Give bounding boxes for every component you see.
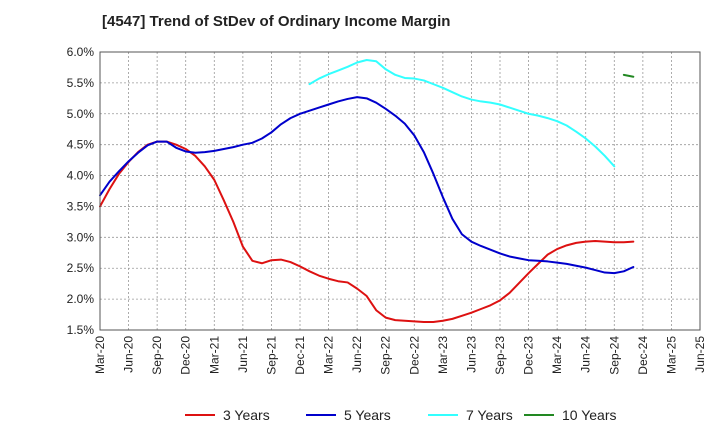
series-line	[99, 96, 635, 275]
x-tick-label: Sep-20	[150, 336, 164, 375]
x-tick-label: Jun-22	[350, 336, 364, 373]
legend-label: 3 Years	[223, 407, 270, 423]
legend-label: 5 Years	[344, 407, 391, 423]
y-tick-label: 2.5%	[67, 261, 95, 275]
x-tick-label: Dec-22	[407, 336, 421, 375]
x-tick-label: Jun-24	[579, 336, 593, 373]
y-axis-tick-labels: 6.0% 5.5% 5.0% 4.5% 4.0% 3.5% 3.0% 2.5% 2.0% 1.5%	[67, 45, 95, 337]
y-tick-label: 3.5%	[67, 199, 95, 213]
x-tick-label: Sep-22	[379, 336, 393, 375]
x-axis-tick-labels: Mar-20 Jun-20 Sep-20 Dec-20 Mar-21 Jun-21 Sep-…	[93, 336, 707, 375]
x-tick-label: Sep-21	[264, 336, 278, 375]
legend-label: 7 Years	[466, 407, 513, 423]
y-tick-label: 4.0%	[67, 169, 95, 183]
x-tick-label: Dec-20	[179, 336, 193, 375]
x-tick-label: Jun-25	[693, 336, 707, 373]
x-tick-label: Mar-21	[207, 336, 221, 374]
x-tick-label: Dec-23	[522, 336, 536, 375]
series-line	[308, 59, 616, 168]
x-tick-label: Sep-24	[607, 336, 621, 375]
x-tick-label: Dec-24	[636, 336, 650, 375]
legend: 3 Years 5 Years 7 Years 10 Years	[185, 407, 617, 423]
x-tick-label: Mar-25	[664, 336, 678, 374]
chart-title: [4547] Trend of StDev of Ordinary Income…	[102, 13, 451, 30]
x-tick-label: Jun-20	[122, 336, 136, 373]
series-layer	[99, 59, 635, 323]
x-tick-label: Mar-23	[436, 336, 450, 374]
series-line	[99, 140, 635, 323]
x-tick-label: Mar-24	[550, 336, 564, 374]
x-tick-label: Jun-21	[236, 336, 250, 373]
grid-layer	[100, 52, 700, 330]
y-tick-label: 2.0%	[67, 292, 95, 306]
y-tick-label: 3.0%	[67, 230, 95, 244]
series-line	[622, 73, 635, 78]
y-tick-label: 4.5%	[67, 138, 95, 152]
plot-frame	[99, 51, 701, 331]
y-tick-label: 1.5%	[67, 323, 95, 337]
x-tick-label: Sep-23	[493, 336, 507, 375]
x-tick-label: Jun-23	[464, 336, 478, 373]
x-tick-label: Mar-20	[93, 336, 107, 374]
y-tick-label: 5.0%	[67, 107, 95, 121]
x-tick-label: Mar-22	[322, 336, 336, 374]
y-tick-label: 5.5%	[67, 76, 95, 90]
legend-label: 10 Years	[562, 407, 617, 423]
y-tick-label: 6.0%	[67, 45, 95, 59]
x-tick-label: Dec-21	[293, 336, 307, 375]
